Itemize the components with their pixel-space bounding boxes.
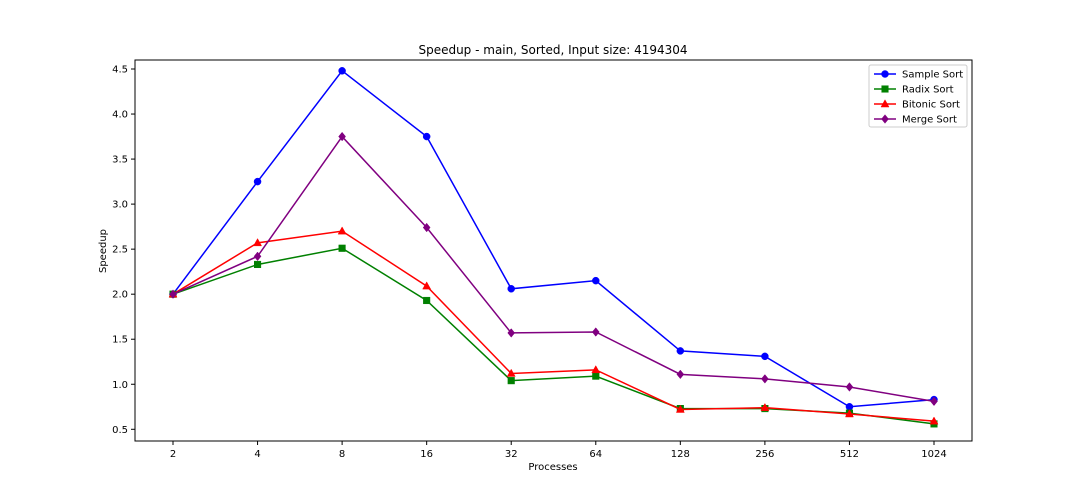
x-axis: 2 4 8 16 32 64 128 256 512 1024 [170, 441, 947, 460]
x-tick-label: 256 [755, 449, 774, 460]
legend-label: Radix Sort [902, 85, 954, 96]
series-line-radix-sort [172, 247, 935, 425]
legend-entry-bitonic-sort: Bitonic Sort [874, 99, 960, 111]
merge-sort-marker [845, 382, 854, 392]
plot-area [168, 67, 939, 428]
merge-sort-marker [591, 327, 600, 337]
merge-sort-marker [507, 328, 516, 338]
legend-entry-radix-sort: Radix Sort [874, 85, 954, 96]
bitonic-sort-marker [422, 281, 432, 290]
series-radix-sort [169, 244, 938, 428]
sample-sort-marker [761, 352, 769, 361]
x-tick-label: 128 [671, 449, 690, 460]
radix-sort-marker [423, 296, 431, 305]
bitonic-sort-marker [506, 368, 516, 377]
x-tick-label: 4 [254, 449, 260, 460]
y-tick-label: 0.5 [112, 425, 128, 436]
sample-sort-marker [422, 132, 431, 141]
series-sample-sort [169, 67, 938, 411]
bitonic-sort-marker [253, 238, 262, 247]
sample-sort-marker [676, 347, 685, 355]
sample-sort-marker [338, 67, 346, 75]
series-line-bitonic-sort [172, 230, 935, 422]
radix-sort-marker [338, 244, 346, 252]
x-tick-label: 512 [840, 449, 859, 460]
bitonic-sort-marker [675, 404, 685, 413]
merge-sort-marker [930, 396, 938, 407]
chart-title: Speedup - main, Sorted, Input size: 4194… [418, 43, 687, 57]
legend-merge-sort-marker [881, 114, 889, 124]
bitonic-sort-marker [929, 416, 939, 425]
plot-frame [134, 59, 973, 442]
legend-label: Bitonic Sort [902, 100, 960, 111]
legend-entry-merge-sort: Merge Sort [874, 114, 957, 126]
y-tick-label: 4.5 [112, 65, 128, 76]
bitonic-sort-marker [845, 409, 854, 418]
radix-sort-marker [254, 260, 262, 269]
merge-sort-marker [422, 222, 431, 233]
legend-label: Sample Sort [902, 70, 963, 81]
bitonic-sort-marker [591, 365, 601, 374]
y-tick-label: 2.5 [112, 245, 128, 256]
legend-radix-sort-marker [881, 85, 889, 93]
legend-box [868, 64, 968, 128]
x-tick-label: 16 [420, 449, 433, 460]
y-tick-label: 1.0 [112, 380, 128, 391]
merge-sort-marker [169, 289, 177, 299]
y-tick-label: 3.0 [112, 200, 128, 211]
x-tick-label: 1024 [921, 449, 946, 460]
x-axis-label: Processes [528, 462, 577, 473]
legend-entry-sample-sort: Sample Sort [874, 70, 963, 81]
series-merge-sort [169, 131, 938, 407]
legend: Sample Sort Radix Sort Bitonic Sort Merge S… [868, 64, 968, 128]
x-tick-label: 64 [589, 449, 602, 460]
radix-sort-marker [592, 372, 600, 380]
y-axis: 0.5 1.0 1.5 2.0 2.5 3.0 3.5 4.0 4.5 [112, 65, 135, 436]
y-tick-label: 3.5 [112, 155, 128, 166]
merge-sort-marker [676, 369, 685, 380]
series-line-merge-sort [172, 135, 935, 403]
y-tick-label: 1.5 [112, 335, 128, 346]
sample-sort-marker [253, 177, 262, 186]
series-bitonic-sort [168, 226, 939, 425]
bitonic-sort-marker [337, 226, 347, 235]
radix-sort-marker [507, 377, 515, 385]
bitonic-sort-marker [760, 402, 770, 411]
x-tick-label: 2 [170, 449, 176, 460]
sample-sort-marker [592, 276, 600, 285]
legend-label: Merge Sort [902, 115, 957, 126]
series-line-sample-sort [172, 69, 935, 408]
y-axis-label: Speedup [98, 229, 109, 273]
y-tick-label: 4.0 [112, 110, 128, 121]
x-tick-label: 8 [339, 449, 345, 460]
merge-sort-marker [338, 131, 346, 142]
merge-sort-marker [761, 374, 769, 384]
y-tick-label: 2.0 [112, 290, 128, 301]
merge-sort-marker [253, 251, 262, 262]
sample-sort-marker [845, 403, 854, 411]
x-tick-label: 32 [505, 449, 518, 460]
legend-bitonic-sort-marker [880, 99, 890, 108]
sample-sort-marker [507, 285, 515, 293]
legend-sample-sort-marker [881, 70, 889, 78]
